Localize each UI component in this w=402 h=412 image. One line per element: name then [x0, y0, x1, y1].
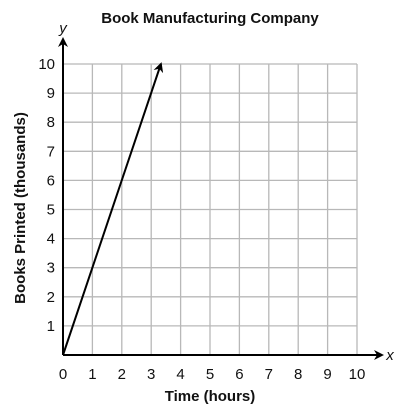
x-tick-label: 3 [147, 366, 155, 383]
x-tick-label: 8 [294, 366, 302, 383]
y-tick-label: 1 [47, 318, 55, 335]
axes [58, 37, 384, 360]
y-tick-label: 10 [38, 56, 55, 73]
y-tick-label: 9 [47, 85, 55, 102]
x-tick-label: 1 [88, 366, 96, 383]
x-tick-label: 5 [206, 366, 214, 383]
x-tick-label: 0 [59, 366, 67, 383]
grid [63, 63, 358, 355]
y-tick-label: 7 [47, 143, 55, 160]
chart-title: Book Manufacturing Company [101, 10, 319, 27]
x-tick-label: 7 [265, 366, 273, 383]
y-tick-label: 5 [47, 202, 55, 219]
x-tick-label: 9 [323, 366, 331, 383]
y-tick-label: 6 [47, 172, 55, 189]
y-tick-label: 4 [47, 231, 55, 248]
y-tick-label: 8 [47, 114, 55, 131]
x-axis-letter: x [385, 347, 394, 364]
y-axis-letter: y [58, 20, 68, 37]
x-tick-label: 6 [235, 366, 243, 383]
y-axis-title: Books Printed (thousands) [12, 112, 29, 304]
series-group [62, 62, 164, 356]
tick-labels: 0 1 2 3 4 5 6 7 8 9 10 1 2 3 4 5 6 7 8 9 10 [38, 56, 365, 383]
y-tick-label: 2 [47, 289, 55, 306]
x-axis-title: Time (hours) [165, 388, 256, 405]
x-tick-label: 4 [176, 366, 184, 383]
x-tick-label: 2 [118, 366, 126, 383]
series-line [62, 62, 164, 356]
y-tick-label: 3 [47, 260, 55, 277]
x-tick-label: 10 [349, 366, 366, 383]
